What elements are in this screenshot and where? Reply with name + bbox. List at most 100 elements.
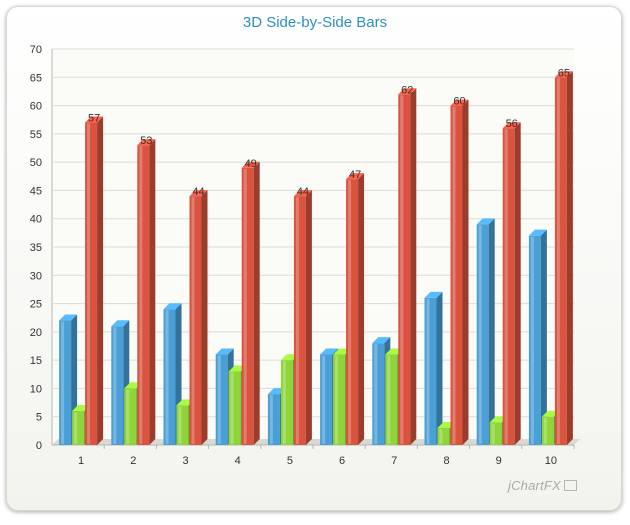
bar-side bbox=[566, 71, 573, 446]
data-label: 44 bbox=[297, 186, 309, 198]
y-tick-label: 45 bbox=[30, 185, 42, 197]
bar-highlight bbox=[348, 180, 352, 444]
bar-top bbox=[398, 88, 417, 95]
bar-front bbox=[346, 179, 359, 445]
bar-front bbox=[59, 320, 72, 445]
bar-front bbox=[293, 196, 306, 445]
bar-highlight bbox=[61, 321, 65, 444]
bar-side bbox=[253, 161, 260, 446]
bar bbox=[189, 190, 208, 445]
bar-highlight bbox=[400, 95, 404, 444]
bar-front bbox=[502, 128, 515, 445]
bar-side bbox=[305, 190, 312, 445]
bar-front bbox=[554, 77, 567, 446]
bar bbox=[476, 218, 495, 445]
bar-front bbox=[541, 416, 554, 445]
bar-front bbox=[189, 196, 202, 445]
bar-highlight bbox=[478, 225, 482, 444]
bar-highlight bbox=[217, 355, 221, 444]
bar-highlight bbox=[139, 146, 143, 444]
bar-front bbox=[450, 105, 463, 446]
y-tick-label: 10 bbox=[30, 383, 42, 395]
bar-highlight bbox=[230, 372, 234, 444]
bar-side bbox=[97, 116, 104, 446]
y-tick-label: 50 bbox=[30, 157, 42, 169]
bar-top bbox=[346, 173, 365, 180]
bar-front bbox=[176, 405, 189, 445]
bar-top bbox=[137, 139, 156, 146]
bar-top bbox=[554, 71, 573, 78]
bar bbox=[554, 71, 573, 446]
bar bbox=[346, 173, 365, 445]
bar-top bbox=[163, 303, 182, 310]
bar-front bbox=[280, 360, 293, 445]
data-label: 56 bbox=[506, 118, 518, 130]
y-tick-label: 20 bbox=[30, 327, 42, 339]
chart-mark-icon bbox=[563, 480, 577, 491]
bars bbox=[59, 71, 573, 446]
bar-top bbox=[320, 348, 339, 355]
bar-front bbox=[241, 167, 254, 446]
bar-highlight bbox=[191, 197, 195, 444]
x-tick-label: 6 bbox=[339, 455, 345, 467]
x-tick-label: 9 bbox=[496, 455, 502, 467]
bar-highlight bbox=[530, 236, 534, 444]
bar-side bbox=[358, 173, 365, 445]
bar bbox=[241, 161, 260, 446]
bar-highlight bbox=[322, 355, 326, 444]
bar-front bbox=[215, 354, 228, 445]
bar-front bbox=[437, 428, 450, 445]
y-tick-label: 70 bbox=[30, 44, 42, 56]
bar-side bbox=[410, 88, 417, 445]
data-label: 49 bbox=[245, 158, 257, 170]
bar-front bbox=[72, 411, 85, 445]
x-tick-label: 1 bbox=[78, 455, 84, 467]
bar-side bbox=[514, 122, 521, 445]
data-label: 44 bbox=[192, 186, 204, 198]
bar-top bbox=[450, 99, 469, 106]
bar-side bbox=[436, 291, 443, 445]
bar-top bbox=[241, 161, 260, 168]
bar bbox=[137, 139, 156, 445]
bar-front bbox=[372, 343, 385, 445]
bar-highlight bbox=[452, 106, 456, 445]
bar-top bbox=[111, 320, 130, 327]
data-labels: 57 53 44 49 44 47 62 60 56 65 bbox=[88, 67, 570, 198]
bar-front bbox=[424, 297, 437, 445]
bar-front bbox=[398, 94, 411, 445]
y-tick-label: 0 bbox=[36, 440, 42, 452]
y-tick-label: 60 bbox=[30, 101, 42, 113]
bar bbox=[85, 116, 104, 446]
bar-highlight bbox=[439, 429, 443, 444]
bar-front bbox=[163, 309, 176, 445]
data-label: 47 bbox=[349, 169, 361, 181]
bar-top bbox=[59, 314, 78, 321]
bar-highlight bbox=[426, 298, 430, 444]
bar-side bbox=[488, 218, 495, 445]
bar-highlight bbox=[491, 423, 495, 444]
y-tick-label: 65 bbox=[30, 72, 42, 84]
y-tick-label: 35 bbox=[30, 242, 42, 254]
bar-front bbox=[228, 371, 241, 445]
x-tick-label: 5 bbox=[287, 455, 293, 467]
jchartfx-logo: jChartFX bbox=[508, 478, 577, 493]
bar-highlight bbox=[178, 406, 182, 444]
bar bbox=[450, 99, 469, 446]
chart-title: 3D Side-by-Side Bars bbox=[242, 14, 388, 31]
bar-side bbox=[201, 190, 208, 445]
x-tick-label: 3 bbox=[182, 455, 188, 467]
bar-highlight bbox=[165, 310, 169, 444]
bar bbox=[502, 122, 521, 445]
bar-front bbox=[137, 145, 150, 445]
bar-side bbox=[540, 229, 547, 445]
bar-highlight bbox=[504, 129, 508, 444]
bar bbox=[528, 229, 547, 445]
bar-front bbox=[528, 235, 541, 445]
data-label: 65 bbox=[558, 67, 570, 79]
bar-top bbox=[85, 116, 104, 123]
bar-highlight bbox=[113, 327, 117, 444]
data-label: 57 bbox=[88, 113, 100, 125]
x-tick-label: 7 bbox=[391, 455, 397, 467]
bar-highlight bbox=[243, 168, 247, 445]
bar-top bbox=[293, 190, 312, 197]
